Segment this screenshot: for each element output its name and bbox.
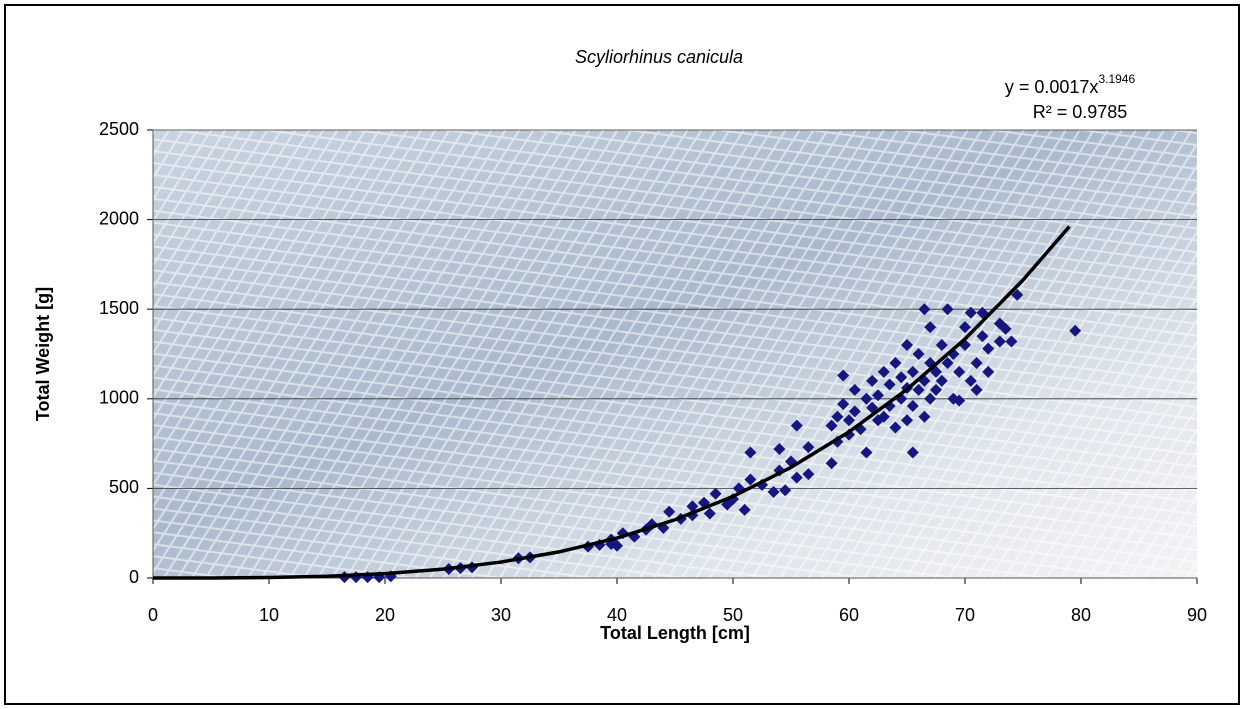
data-point [906,446,919,459]
chart-title: Scyliorhinus canicula [575,47,743,67]
data-point [802,441,815,454]
x-tick-label: 10 [259,605,279,625]
plot-texture [153,130,1197,578]
data-point [860,392,873,405]
data-point [982,342,995,355]
r-squared: R² = 0.9785 [1033,102,1128,122]
data-point [941,303,954,316]
equation-base: y = 0.0017x [1005,77,1099,97]
data-point [779,484,792,497]
x-tick-label: 20 [375,605,395,625]
data-point [663,505,676,518]
data-point [703,507,716,520]
data-point [825,419,838,432]
data-point [901,339,913,352]
data-point [924,321,937,334]
data-point [825,457,838,470]
y-tick-label: 500 [109,477,139,497]
data-point [982,365,995,378]
data-point [964,374,977,387]
data-point [611,539,623,552]
x-tick-label: 50 [723,605,743,625]
data-point [970,383,983,396]
y-tick-label: 0 [129,567,139,587]
data-point [1005,335,1018,348]
data-point [970,356,983,369]
data-point [901,414,913,427]
data-point [837,369,850,382]
data-point [1011,288,1024,301]
data-point [935,374,948,387]
data-point [883,378,896,391]
x-tick-label: 70 [955,605,975,625]
data-point [889,356,902,369]
data-point [906,365,919,378]
data-point [964,306,977,319]
x-axis-label: Total Length [cm] [600,623,750,643]
y-tick-label: 2000 [99,208,139,228]
data-point [790,471,803,484]
data-point [953,365,966,378]
data-point [924,392,937,405]
data-point [872,389,884,402]
data-point [999,322,1012,335]
data-point [744,446,757,459]
data-point [953,394,966,407]
data-point [1069,324,1082,337]
y-tick-label: 1000 [99,388,139,408]
data-point [790,419,803,432]
data-point [935,339,948,352]
data-point [918,303,931,316]
data-point [837,398,850,411]
data-point [877,410,890,423]
data-point [738,503,751,516]
data-point [767,485,780,498]
equation-exponent: 3.1946 [1098,72,1135,86]
data-point [848,405,861,418]
x-tick-label: 80 [1071,605,1091,625]
y-tick-label: 2500 [99,119,139,139]
data-point [889,421,902,434]
data-point [709,487,722,500]
data-point [831,410,844,423]
data-point [993,335,1006,348]
data-point [930,383,942,396]
data-point [912,383,925,396]
y-axis-label: Total Weight [g] [33,287,53,421]
x-tick-label: 40 [607,605,627,625]
x-tick-label: 60 [839,605,859,625]
data-point [866,374,879,387]
data-point [848,383,861,396]
trend-line [152,225,1071,580]
data-point [877,365,890,378]
data-point [918,410,931,423]
data-point [906,399,919,412]
trend-equation: y = 0.0017x3.1946 [1005,72,1136,97]
x-tick-label: 30 [491,605,511,625]
data-point [802,468,815,481]
data-point [959,321,971,334]
data-point [744,473,757,486]
y-tick-label: 1500 [99,298,139,318]
x-tick-label: 90 [1187,605,1207,625]
data-point [941,356,954,369]
x-tick-label: 0 [148,605,158,625]
data-point [976,330,989,343]
data-point [860,446,873,459]
data-point [686,500,699,513]
data-point [895,371,908,384]
data-point [773,442,786,455]
data-point [843,414,855,427]
data-point [912,348,925,360]
